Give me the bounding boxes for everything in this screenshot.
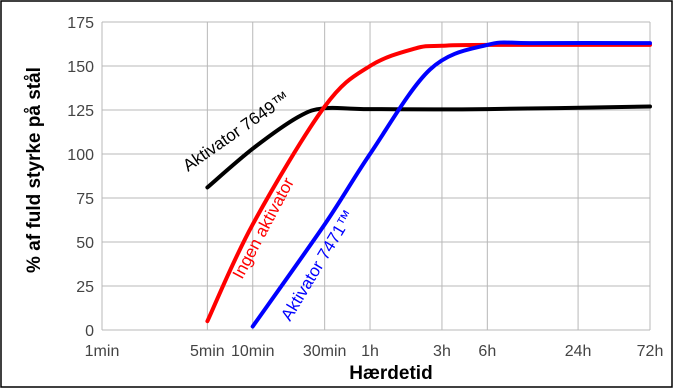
- y-tick-label: 25: [76, 279, 94, 296]
- x-tick-label: 24h: [565, 343, 592, 360]
- y-tick-label: 175: [67, 15, 94, 32]
- x-tick-label: 3h: [433, 343, 451, 360]
- y-tick-label: 50: [76, 235, 94, 252]
- x-tick-label: 72h: [637, 343, 664, 360]
- series-line-aktivator-7471: [250, 40, 652, 329]
- x-axis-title: Hærdetid: [349, 363, 432, 384]
- series-line-aktivator-7649: [205, 104, 652, 190]
- x-tick-label: 30min: [303, 343, 347, 360]
- x-tick-label: 1h: [361, 343, 379, 360]
- y-tick-label: 0: [85, 323, 94, 340]
- x-tick-label: 1min: [85, 343, 120, 360]
- x-tick-label: 6h: [478, 343, 496, 360]
- y-tick-label: 75: [76, 191, 94, 208]
- y-axis-title: % af fuld styrke på stål: [24, 67, 45, 273]
- y-tick-label: 100: [67, 147, 94, 164]
- x-tick-label: 5min: [190, 343, 225, 360]
- series-lines: [205, 40, 652, 329]
- tick-labels: 0 25 50 75 100 125 150 175 1min 5min 10min 30min 1h 3…: [67, 15, 663, 360]
- y-tick-label: 125: [67, 103, 94, 120]
- x-tick-label: 10min: [231, 343, 275, 360]
- y-tick-label: 150: [67, 59, 94, 76]
